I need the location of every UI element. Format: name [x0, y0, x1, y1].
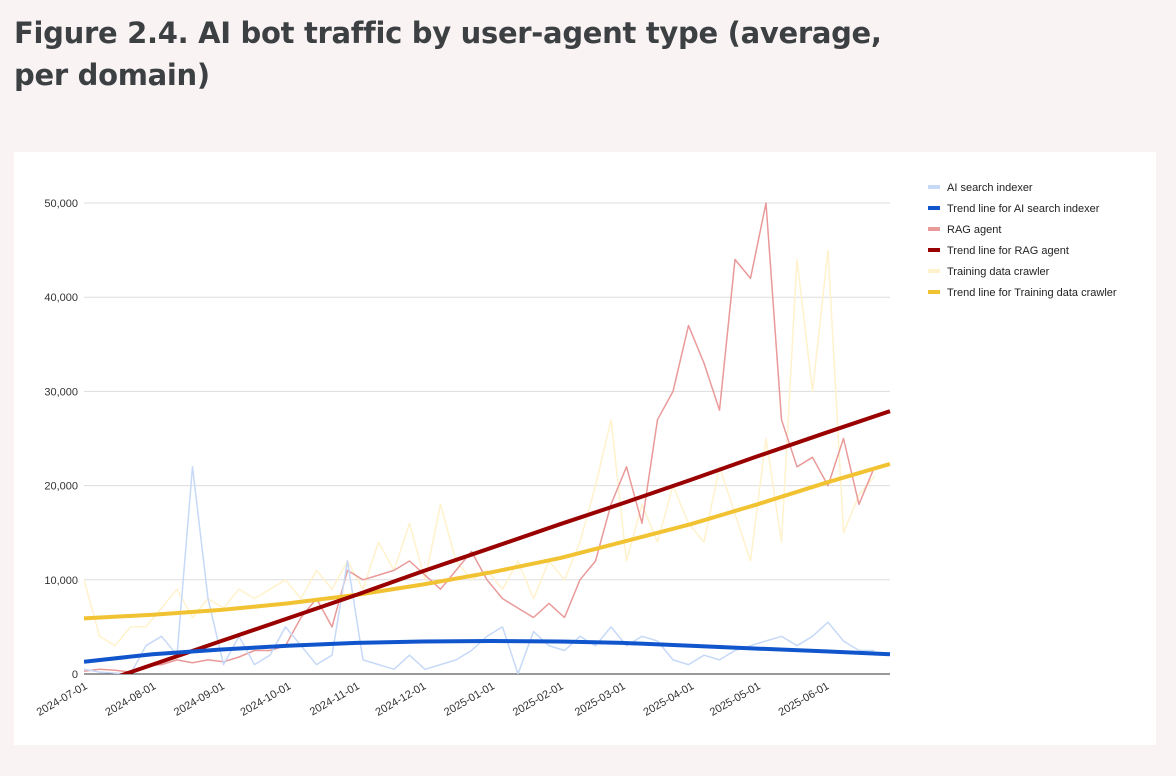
x-tick-label: 2024-11-01 [308, 680, 362, 718]
figure-title: Figure 2.4. AI bot traffic by user-agent… [14, 16, 882, 92]
y-tick-label: 10,000 [44, 575, 78, 587]
x-tick-label: 2025-01-01 [442, 680, 497, 719]
series-line-trend-line-for-training-data-crawler [84, 461, 891, 621]
x-tick-label: 2024-07-01 [35, 680, 90, 719]
series-line-trend-line-for-rag-agent [118, 409, 891, 674]
y-tick-label: 20,000 [44, 481, 78, 493]
x-tick-label: 2025-05-01 [708, 680, 763, 719]
x-tick-label: 2025-03-01 [573, 680, 628, 719]
series-line-rag-agent [84, 202, 876, 673]
legend-label: Trend line for RAG agent [947, 245, 1069, 257]
series-line-training-data-crawler [84, 249, 876, 647]
y-tick-label: 50,000 [44, 198, 78, 210]
x-tick-label: 2024-12-01 [374, 680, 429, 719]
x-tick-label: 2025-02-01 [511, 680, 566, 719]
x-tick-label: 2025-04-01 [641, 680, 696, 719]
y-tick-label: 40,000 [44, 292, 78, 304]
x-tick-label: 2024-08-01 [103, 680, 158, 719]
legend-label: AI search indexer [947, 182, 1033, 194]
y-tick-label: 0 [72, 669, 78, 681]
legend-label: RAG agent [947, 224, 1001, 236]
legend-label: Training data crawler [947, 266, 1050, 278]
y-tick-label: 30,000 [44, 386, 78, 398]
x-tick-label: 2024-10-01 [238, 680, 293, 719]
legend-label: Trend line for Training data crawler [947, 287, 1117, 299]
x-tick-label: 2024-09-01 [172, 680, 227, 719]
legend-label: Trend line for AI search indexer [947, 203, 1100, 215]
x-tick-label: 2025-06-01 [777, 680, 832, 719]
series-line-trend-line-for-ai-search-indexer [84, 639, 891, 664]
